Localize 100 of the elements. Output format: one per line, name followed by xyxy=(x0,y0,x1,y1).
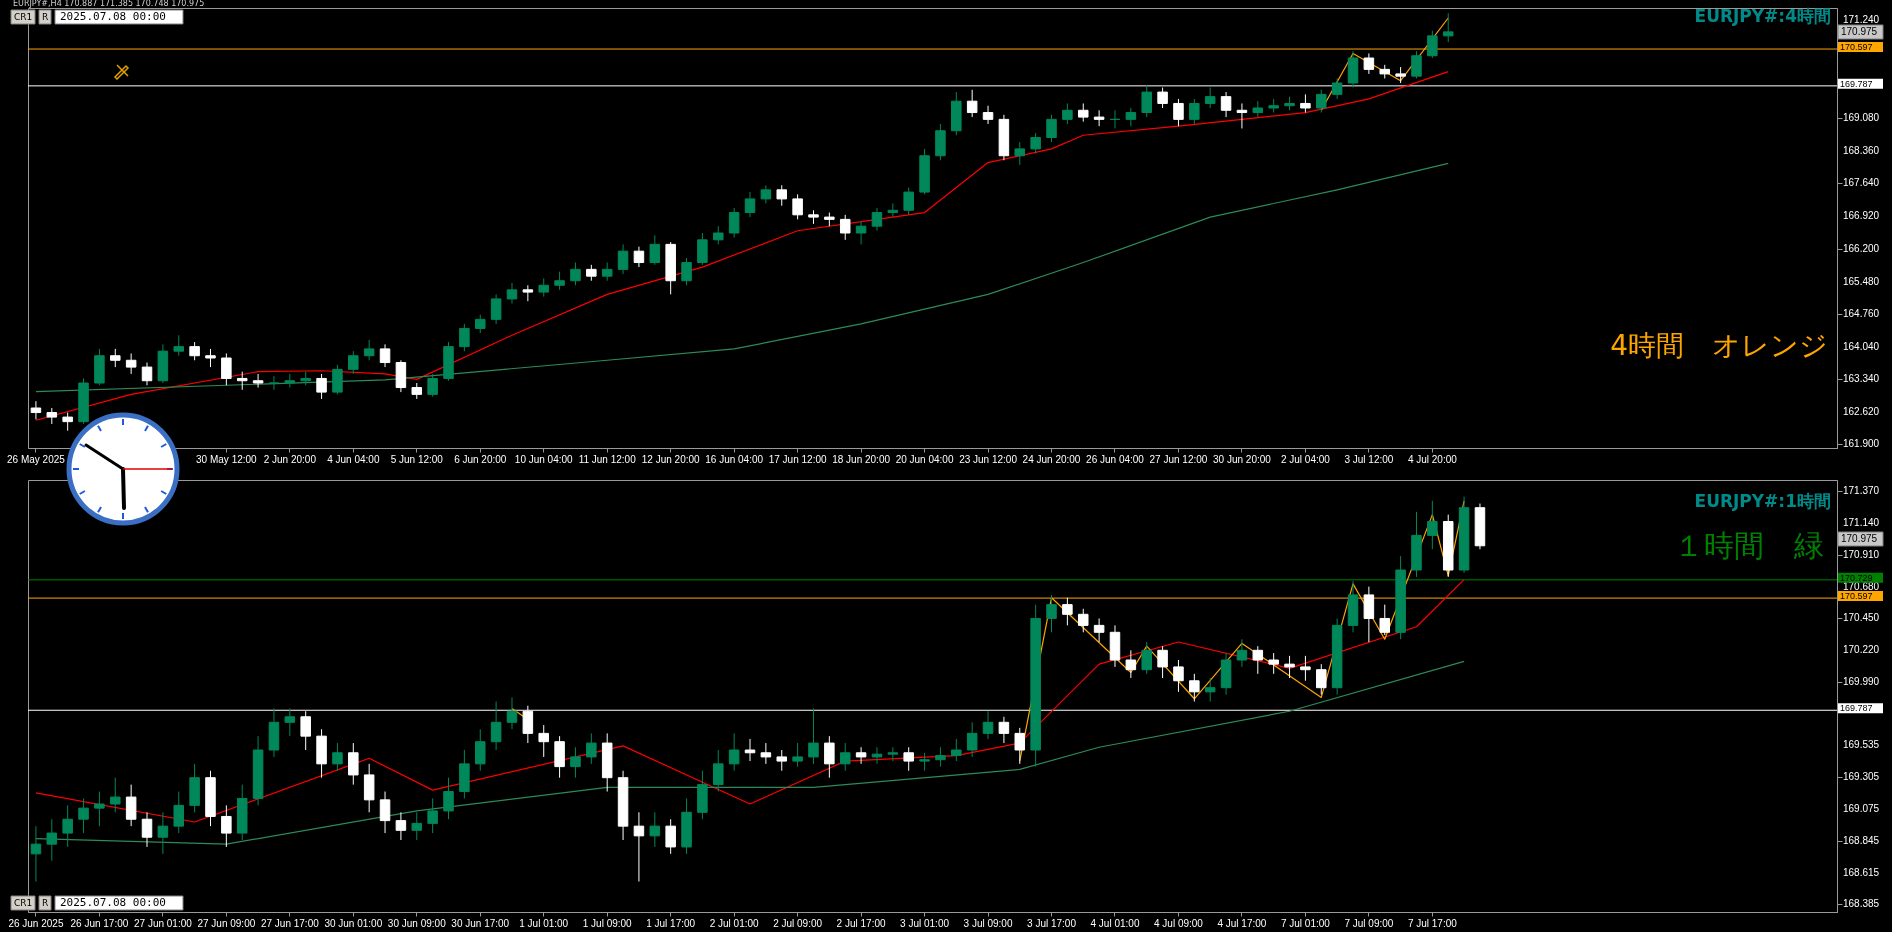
candlestick xyxy=(94,791,105,827)
x-tick-label: 27 Jun 01:00 xyxy=(133,917,193,929)
x-tick-label: 24 Jun 20:00 xyxy=(1022,453,1081,465)
x-tick-label: 12 Jun 20:00 xyxy=(641,453,701,465)
candlestick xyxy=(871,746,883,765)
candlestick xyxy=(268,375,280,391)
text: 170.975 xyxy=(1841,26,1878,37)
annotation: １時間 緑 xyxy=(1674,528,1824,563)
candlestick xyxy=(1363,52,1375,75)
candlestick xyxy=(1316,663,1327,696)
candlestick xyxy=(1077,608,1089,633)
candlestick xyxy=(395,811,407,841)
annotation: R xyxy=(41,12,49,22)
x-tick-label: 20 Jun 04:00 xyxy=(895,453,954,465)
candlestick xyxy=(808,707,819,765)
candlestick xyxy=(1157,645,1168,679)
y-tick-label: 168.615 xyxy=(1843,866,1880,878)
candlestick xyxy=(649,234,661,266)
x-tick-label: 23 Jun 12:00 xyxy=(959,453,1018,465)
candlestick xyxy=(697,232,708,266)
candlestick xyxy=(1077,102,1089,123)
candlestick xyxy=(728,207,740,239)
candlestick xyxy=(570,262,581,286)
y-tick-label: 162.620 xyxy=(1843,405,1880,417)
candlestick xyxy=(1189,98,1200,125)
candlestick xyxy=(1204,677,1216,703)
y-tick-label: 165.480 xyxy=(1843,275,1880,287)
candlestick xyxy=(1252,645,1264,675)
candlestick xyxy=(601,262,613,282)
candlestick xyxy=(490,293,502,325)
candlestick xyxy=(1062,597,1073,626)
candlestick xyxy=(30,825,42,883)
candlestick xyxy=(538,277,549,298)
candlestick xyxy=(221,352,232,386)
candlestick xyxy=(443,777,454,820)
candlestick xyxy=(46,818,58,862)
candlestick xyxy=(839,214,851,241)
candlestick xyxy=(935,746,946,768)
candlestick xyxy=(1236,102,1248,129)
annotation: R xyxy=(41,898,49,908)
line-series xyxy=(35,71,1449,421)
x-tick-label: 27 Jun 09:00 xyxy=(197,917,256,929)
candlestick xyxy=(332,364,343,395)
candlestick xyxy=(681,257,692,286)
x-tick-label: 30 Jun 20:00 xyxy=(1213,453,1272,465)
y-tick-label: 169.080 xyxy=(1843,112,1880,123)
candlestick xyxy=(1236,638,1248,668)
y-tick-label: 164.760 xyxy=(1843,308,1880,320)
candlestick xyxy=(713,225,724,245)
x-tick-label: 7 Jul 09:00 xyxy=(1344,917,1394,929)
x-tick-label: 2 Jul 09:00 xyxy=(773,917,823,929)
candlestick xyxy=(332,742,343,772)
ref-line-label: 169.787 xyxy=(1840,703,1873,714)
candlestick xyxy=(379,343,391,368)
candlestick xyxy=(1173,659,1184,693)
x-tick-label: 30 Jun 01:00 xyxy=(324,917,383,929)
candlestick xyxy=(1030,132,1041,154)
y-tick-label: 161.900 xyxy=(1843,438,1880,450)
candlestick xyxy=(78,797,89,834)
candlestick xyxy=(1220,91,1232,118)
candlestick xyxy=(252,373,264,389)
text: 170.975 xyxy=(1841,533,1878,544)
candlestick xyxy=(982,105,994,125)
candlestick xyxy=(1046,594,1057,633)
candlestick xyxy=(982,710,994,740)
candlestick xyxy=(649,811,661,848)
y-tick-label: 163.340 xyxy=(1843,372,1880,384)
candlestick xyxy=(316,373,327,400)
line-series xyxy=(35,660,1465,845)
candlestick xyxy=(554,271,565,291)
candlestick xyxy=(427,373,438,398)
candlestick xyxy=(570,746,581,779)
x-tick-label: 30 May 12:00 xyxy=(196,453,258,465)
candlestick xyxy=(1125,649,1137,679)
x-tick-label: 2 Jul 01:00 xyxy=(709,917,760,929)
candlestick xyxy=(855,746,867,765)
x-tick-label: 3 Jul 01:00 xyxy=(900,917,950,929)
candlestick xyxy=(1427,500,1438,550)
candlestick xyxy=(633,246,645,268)
candlestick xyxy=(792,193,803,220)
text: EURJPY#,H4 170.887 171.385 170.748 170.975 xyxy=(13,0,205,8)
ref-line-label: 170.597 xyxy=(1840,591,1873,602)
x-tick-label: 11 Jun 12:00 xyxy=(578,453,637,465)
candlestick xyxy=(141,811,153,848)
candlestick xyxy=(363,339,375,361)
candlestick xyxy=(189,341,200,361)
x-tick-label: 26 Jun 17:00 xyxy=(70,917,129,929)
candlestick xyxy=(110,348,121,368)
line-series xyxy=(35,162,1449,393)
candlestick xyxy=(951,738,962,762)
candlestick xyxy=(1411,50,1422,79)
candlestick xyxy=(125,352,137,375)
candlestick xyxy=(966,89,978,118)
candlestick xyxy=(506,696,518,730)
y-tick-label: 166.200 xyxy=(1843,242,1880,254)
x-tick-label: 30 Jun 17:00 xyxy=(451,917,510,929)
y-tick-label: 168.845 xyxy=(1843,834,1880,846)
candlestick xyxy=(62,804,73,848)
y-tick-label: 164.040 xyxy=(1843,341,1880,353)
candlestick xyxy=(474,314,486,334)
